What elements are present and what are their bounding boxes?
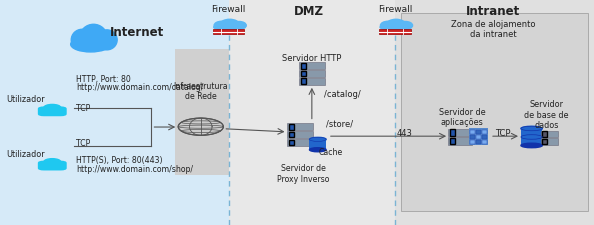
Text: Servidor de
Proxy Inverso: Servidor de Proxy Inverso	[277, 164, 329, 183]
Ellipse shape	[80, 25, 107, 51]
FancyBboxPatch shape	[448, 129, 472, 137]
FancyBboxPatch shape	[470, 140, 475, 145]
Ellipse shape	[232, 22, 247, 30]
FancyBboxPatch shape	[287, 139, 313, 146]
Text: Firewall: Firewall	[378, 4, 412, 13]
FancyBboxPatch shape	[470, 135, 475, 140]
FancyBboxPatch shape	[448, 137, 472, 145]
FancyBboxPatch shape	[542, 132, 547, 137]
Text: Cache: Cache	[319, 147, 343, 156]
Circle shape	[44, 159, 61, 165]
FancyBboxPatch shape	[482, 135, 487, 140]
Ellipse shape	[521, 144, 542, 148]
Text: /catalog/: /catalog/	[324, 90, 361, 99]
Text: Servidor de
aplicações: Servidor de aplicações	[439, 107, 485, 127]
FancyBboxPatch shape	[299, 79, 325, 86]
Ellipse shape	[220, 20, 239, 30]
Text: /store/: /store/	[326, 119, 353, 128]
Text: Servidor HTTP: Servidor HTTP	[282, 54, 342, 63]
FancyBboxPatch shape	[289, 140, 294, 146]
Text: Servidor
de base de
dados: Servidor de base de dados	[525, 100, 568, 130]
FancyBboxPatch shape	[542, 139, 547, 144]
Text: Utilizador: Utilizador	[6, 149, 45, 158]
Text: DMZ: DMZ	[294, 5, 324, 18]
Bar	[401, 14, 588, 211]
Ellipse shape	[380, 22, 396, 30]
Circle shape	[44, 105, 61, 111]
Text: http://www.domain.com/shop/: http://www.domain.com/shop/	[76, 164, 193, 173]
Ellipse shape	[71, 37, 110, 53]
FancyBboxPatch shape	[469, 129, 488, 145]
Bar	[0, 0, 229, 225]
Text: TCP: TCP	[76, 104, 90, 112]
Bar	[309, 140, 326, 150]
FancyBboxPatch shape	[38, 161, 67, 171]
Ellipse shape	[214, 22, 229, 30]
FancyBboxPatch shape	[541, 131, 558, 138]
FancyBboxPatch shape	[541, 138, 558, 145]
FancyBboxPatch shape	[301, 64, 306, 69]
Text: Utilizador: Utilizador	[6, 95, 45, 104]
FancyBboxPatch shape	[301, 79, 306, 85]
FancyBboxPatch shape	[299, 63, 325, 70]
FancyBboxPatch shape	[287, 124, 313, 131]
Text: Internet: Internet	[109, 25, 164, 38]
Ellipse shape	[309, 138, 326, 142]
FancyBboxPatch shape	[476, 140, 481, 145]
Bar	[521, 129, 542, 146]
Bar	[175, 50, 229, 176]
Text: 443: 443	[397, 128, 413, 137]
Text: TCP: TCP	[76, 138, 90, 147]
FancyBboxPatch shape	[287, 131, 313, 139]
Ellipse shape	[97, 31, 117, 51]
FancyBboxPatch shape	[299, 71, 325, 78]
FancyBboxPatch shape	[450, 130, 455, 136]
Circle shape	[178, 119, 223, 136]
Ellipse shape	[521, 127, 542, 131]
Ellipse shape	[309, 148, 326, 152]
FancyBboxPatch shape	[482, 130, 487, 135]
Bar	[229, 0, 395, 225]
Ellipse shape	[71, 30, 93, 51]
FancyBboxPatch shape	[213, 30, 244, 35]
FancyBboxPatch shape	[450, 138, 455, 144]
Text: Infraestrutura
de Rede: Infraestrutura de Rede	[173, 81, 228, 101]
Ellipse shape	[398, 22, 413, 30]
Text: TCP: TCP	[495, 129, 510, 138]
Ellipse shape	[380, 25, 408, 31]
FancyBboxPatch shape	[380, 30, 410, 35]
Text: HTTP(S), Port: 80(443): HTTP(S), Port: 80(443)	[76, 155, 163, 164]
FancyBboxPatch shape	[476, 135, 481, 140]
FancyBboxPatch shape	[470, 130, 475, 135]
Text: HTTP, Port: 80: HTTP, Port: 80	[76, 74, 131, 83]
Bar	[395, 0, 594, 225]
FancyBboxPatch shape	[289, 124, 294, 130]
FancyBboxPatch shape	[38, 107, 67, 117]
Text: http://www.domain.com/catalog/: http://www.domain.com/catalog/	[76, 83, 203, 92]
Ellipse shape	[387, 20, 406, 30]
Text: Intranet: Intranet	[466, 5, 520, 18]
FancyBboxPatch shape	[301, 72, 306, 77]
Ellipse shape	[214, 25, 242, 31]
Text: Firewall: Firewall	[211, 4, 246, 13]
FancyBboxPatch shape	[476, 130, 481, 135]
FancyBboxPatch shape	[289, 132, 294, 138]
FancyBboxPatch shape	[482, 140, 487, 145]
Text: Zona de alojamento
da intranet: Zona de alojamento da intranet	[451, 20, 535, 39]
